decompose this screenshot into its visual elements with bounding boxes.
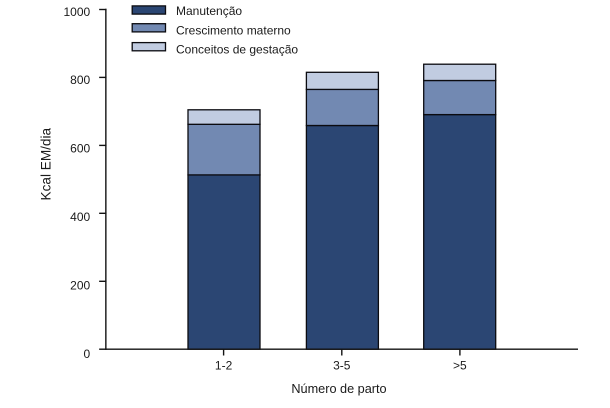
- svg-text:800: 800: [70, 73, 90, 87]
- svg-text:3-5: 3-5: [333, 359, 351, 373]
- svg-text:Conceitos de gestação: Conceitos de gestação: [176, 43, 298, 57]
- svg-text:0: 0: [84, 347, 91, 361]
- svg-text:1-2: 1-2: [215, 359, 233, 373]
- svg-text:400: 400: [70, 210, 90, 224]
- svg-text:>5: >5: [453, 359, 467, 373]
- svg-text:Kcal EM/dia: Kcal EM/dia: [39, 127, 54, 200]
- svg-text:Crescimento materno: Crescimento materno: [176, 24, 291, 38]
- svg-text:200: 200: [70, 279, 90, 293]
- svg-text:600: 600: [70, 142, 90, 156]
- svg-text:Manutenção: Manutenção: [176, 4, 242, 18]
- svg-text:Número de parto: Número de parto: [291, 382, 386, 396]
- svg-text:1000: 1000: [63, 5, 90, 19]
